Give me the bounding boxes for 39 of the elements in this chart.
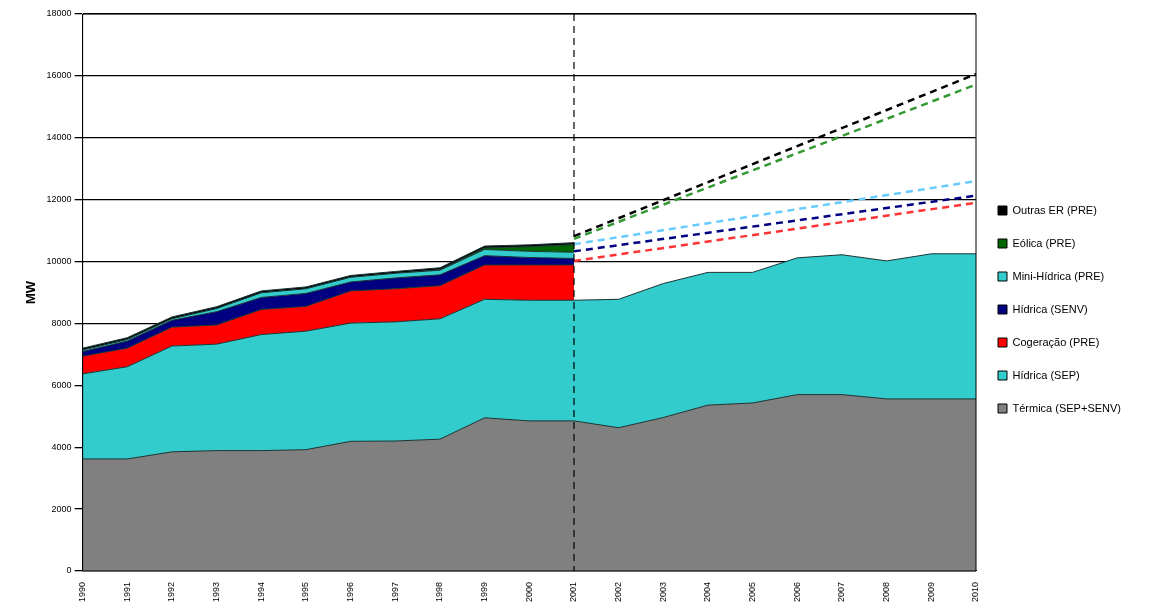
- legend-label: Hídrica (SEP): [1012, 368, 1080, 381]
- x-tick-label: 2010: [970, 581, 981, 603]
- y-tick-label: 0: [66, 565, 72, 576]
- x-tick-label: 2006: [791, 581, 802, 603]
- y-tick-label: 8000: [51, 317, 72, 328]
- x-tick-label: 1993: [211, 581, 222, 603]
- x-tick-label: 1992: [166, 581, 177, 603]
- x-tick-label: 1996: [345, 581, 356, 603]
- x-tick-label: 2002: [613, 581, 624, 603]
- legend-label: Mini-Hídrica (PRE): [1012, 269, 1105, 282]
- y-tick-label: 16000: [46, 70, 72, 81]
- y-tick-label: 18000: [46, 8, 72, 19]
- x-tick-label: 1998: [434, 581, 445, 603]
- y-tick-label: 2000: [51, 503, 72, 514]
- legend-label: Cogeração (PRE): [1012, 335, 1100, 348]
- x-tick-label: 1997: [389, 581, 400, 603]
- legend-label: Hídrica (SENV): [1012, 302, 1088, 315]
- x-tick-label: 1999: [479, 581, 490, 603]
- y-tick-label: 14000: [46, 132, 72, 143]
- x-tick-label: 1995: [300, 581, 311, 603]
- x-tick-label: 2004: [702, 581, 713, 603]
- x-tick-label: 2000: [523, 581, 534, 603]
- legend-label: Térmica (SEP+SENV): [1012, 401, 1121, 414]
- y-tick-label: 12000: [46, 194, 72, 205]
- x-tick-label: 2003: [657, 581, 668, 603]
- x-tick-label: 1994: [255, 581, 266, 603]
- legend-label: Eólica (PRE): [1012, 236, 1076, 249]
- x-tick-label: 2001: [568, 581, 579, 603]
- x-tick-label: 1990: [77, 581, 88, 603]
- x-tick-label: 2007: [836, 581, 847, 603]
- x-tick-label: 1991: [121, 581, 132, 603]
- x-tick-label: 2005: [747, 581, 758, 603]
- x-tick-label: 2008: [881, 581, 892, 603]
- x-tick-label: 2009: [925, 581, 936, 603]
- legend-label: Outras ER (PRE): [1012, 203, 1097, 216]
- y-tick-label: 6000: [51, 379, 72, 390]
- y-axis-title: MW: [23, 280, 39, 305]
- y-tick-label: 4000: [51, 441, 72, 452]
- y-tick-label: 10000: [46, 256, 72, 267]
